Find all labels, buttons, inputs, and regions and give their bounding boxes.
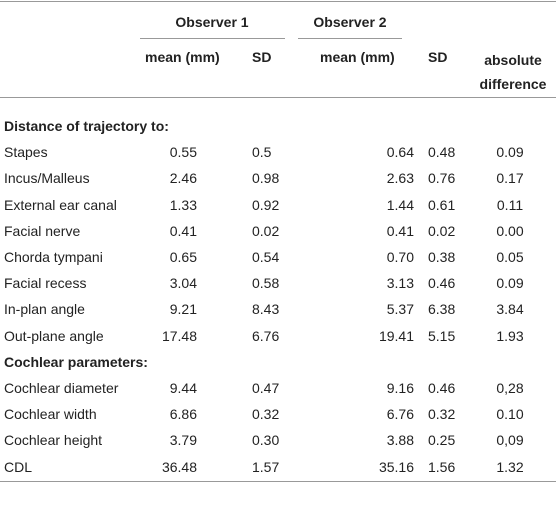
cell-value: 0,09 — [496, 432, 524, 449]
cell-value: 0,28 — [496, 380, 524, 396]
cell-value: 0.05 — [496, 249, 524, 265]
column-header: SD — [252, 49, 272, 65]
cell-value: 0.32 — [252, 406, 280, 423]
cell-value: 19.41 — [378, 327, 414, 344]
cell-value: 0.17 — [496, 170, 524, 187]
bottom-rule — [0, 481, 556, 482]
column-header: absolute difference — [479, 52, 547, 92]
row-label: Incus/Malleus — [4, 170, 90, 187]
cell-value: 0.48 — [428, 144, 456, 161]
cell-value: 0.00 — [496, 222, 524, 239]
cell-value: 35.16 — [378, 458, 414, 475]
column-header: mean (mm) — [145, 49, 220, 65]
top-rule — [0, 1, 556, 2]
cell-value: 1.93 — [496, 327, 524, 344]
cell-value: 2.63 — [386, 170, 414, 187]
cell-value: 0.46 — [428, 275, 456, 292]
cell-value: 1.56 — [428, 458, 456, 475]
cell-value: 1.32 — [496, 458, 524, 475]
cell-value: 17.48 — [161, 327, 197, 344]
cell-value: 0.09 — [496, 144, 524, 161]
cell-value: 0.54 — [252, 249, 280, 265]
cell-value: 0.02 — [428, 222, 456, 239]
row-label: Facial recess — [4, 275, 87, 292]
group-header: Observer 1 — [175, 14, 249, 30]
cell-value: 0.64 — [386, 144, 414, 161]
cell-value: 1.44 — [386, 196, 414, 213]
cell-value: 0.46 — [428, 380, 456, 396]
cell-value: 0.5 — [252, 144, 272, 161]
section-title: Cochlear parameters: — [4, 353, 148, 370]
cell-value: 1.33 — [169, 196, 197, 213]
column-header: SD — [428, 49, 448, 65]
cell-value: 0.38 — [428, 249, 456, 265]
cell-value: 0.47 — [252, 380, 280, 396]
cell-value: 8.43 — [252, 301, 280, 318]
header-rule — [0, 97, 556, 98]
cell-value: 0.98 — [252, 170, 280, 187]
column-header: mean (mm) — [320, 49, 395, 65]
row-label: External ear canal — [4, 196, 117, 213]
cell-value: 0.61 — [428, 196, 456, 213]
cell-value: 2.46 — [169, 170, 197, 187]
cell-value: 3.13 — [386, 275, 414, 292]
section-title: Distance of trajectory to: — [4, 118, 169, 134]
cell-value: 0.55 — [169, 144, 197, 161]
row-label: Stapes — [4, 144, 48, 161]
cell-value: 0.02 — [252, 222, 280, 239]
cell-value: 0.76 — [428, 170, 456, 187]
cell-value: 0.41 — [169, 222, 197, 239]
cell-value: 6.86 — [169, 406, 197, 423]
cell-value: 1.57 — [252, 458, 280, 475]
cell-value: 9.16 — [386, 380, 414, 396]
cell-value: 0.70 — [386, 249, 414, 265]
cell-value: 3.84 — [496, 301, 524, 318]
group-rule — [298, 38, 402, 39]
cell-value: 0.41 — [386, 222, 414, 239]
cell-value: 5.15 — [428, 327, 456, 344]
cell-value: 0.09 — [496, 275, 524, 292]
cell-value: 3.79 — [169, 432, 197, 449]
row-label: Out-plane angle — [4, 327, 104, 344]
cell-value: 0.25 — [428, 432, 456, 449]
row-label: CDL — [4, 458, 33, 475]
cell-value: 0.58 — [252, 275, 280, 292]
cell-value: 6.76 — [386, 406, 414, 423]
cell-value: 9.44 — [169, 380, 197, 396]
group-header: Observer 2 — [313, 14, 387, 30]
cell-value: 6.76 — [252, 327, 280, 344]
cell-value: 36.48 — [161, 458, 197, 475]
row-label: Cochlear diameter — [4, 380, 119, 396]
cell-value: 0.10 — [496, 406, 524, 423]
row-label: Chorda tympani — [4, 249, 103, 265]
cell-value: 0.11 — [496, 196, 524, 213]
group-rule — [140, 38, 285, 39]
cell-value: 0.32 — [428, 406, 456, 423]
cell-value: 5.37 — [386, 301, 414, 318]
cell-value: 0.30 — [252, 432, 280, 449]
cell-value: 3.04 — [169, 275, 197, 292]
row-label: Cochlear width — [4, 406, 97, 423]
row-label: Cochlear height — [4, 432, 103, 449]
row-label: Facial nerve — [4, 222, 81, 239]
cell-value: 6.38 — [428, 301, 456, 318]
cell-value: 0.92 — [252, 196, 280, 213]
cell-value: 0.65 — [169, 249, 197, 265]
cell-value: 9.21 — [169, 301, 197, 318]
cell-value: 3.88 — [386, 432, 414, 449]
row-label: In-plan angle — [4, 301, 85, 318]
